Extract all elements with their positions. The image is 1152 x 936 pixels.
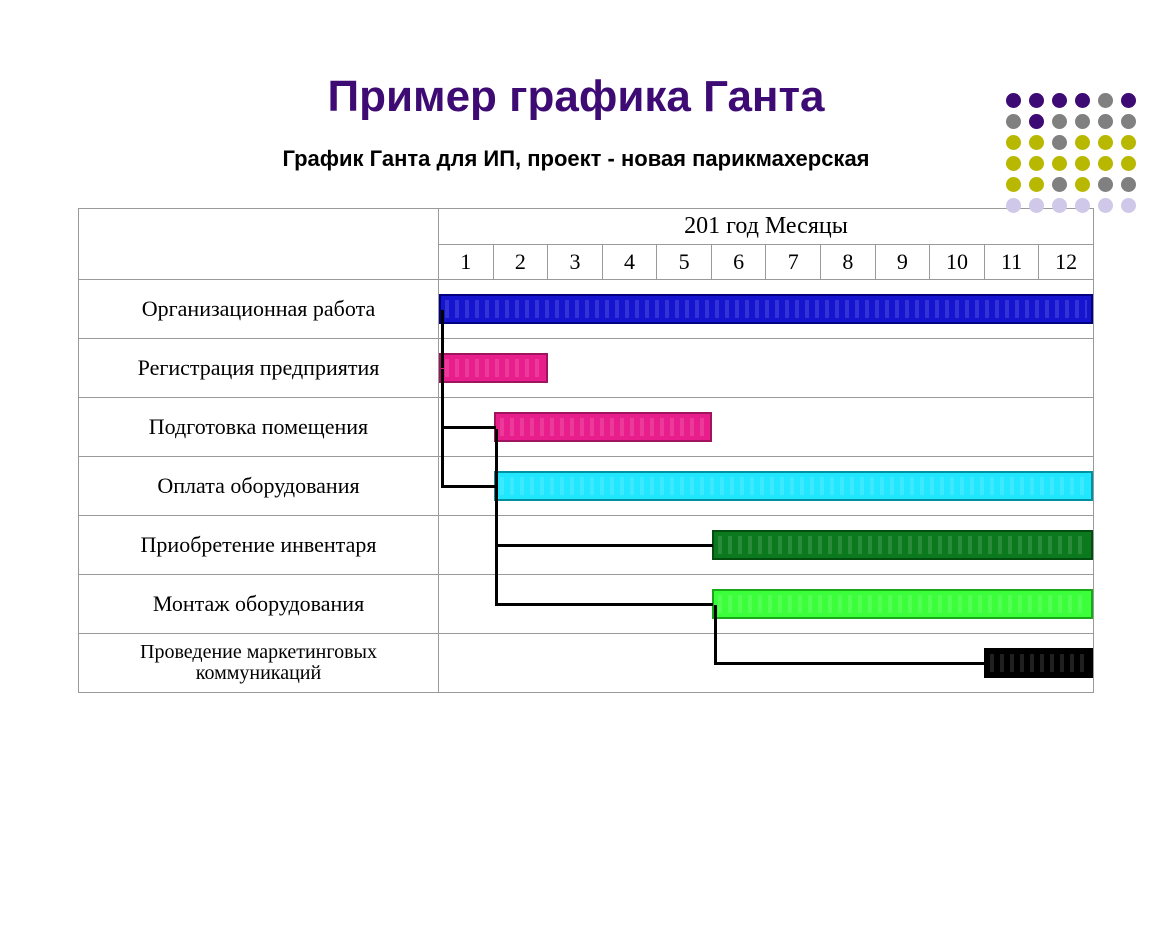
gantt-bar: [494, 412, 712, 442]
task-bar-cell: [439, 634, 1094, 693]
decor-dot: [1029, 114, 1044, 129]
gantt-bar: [712, 530, 1094, 560]
task-bar-cell: [439, 280, 1094, 339]
decor-dot: [1121, 177, 1136, 192]
connector-horizontal: [714, 662, 987, 665]
decor-dot: [1098, 177, 1113, 192]
month-header-2: 2: [493, 245, 548, 279]
months-header: 123456789101112: [439, 245, 1094, 280]
decor-dot: [1006, 156, 1021, 171]
gantt-corner-cell: [79, 209, 439, 280]
timeline-header: 201 год Месяцы: [439, 209, 1094, 245]
decor-dot: [1006, 135, 1021, 150]
task-bar-cell: [439, 398, 1094, 457]
decor-dot: [1121, 93, 1136, 108]
decor-dot: [1006, 114, 1021, 129]
month-header-9: 9: [875, 245, 930, 279]
slide-title: Пример графика Ганта: [0, 72, 1152, 122]
decor-dot: [1121, 114, 1136, 129]
gantt-chart: 201 год Месяцы 123456789101112 Организац…: [78, 208, 1094, 693]
connector-vertical: [495, 430, 498, 604]
decor-dot: [1029, 135, 1044, 150]
decor-dot: [1075, 135, 1090, 150]
decor-dot: [1098, 156, 1113, 171]
decor-dot: [1029, 93, 1044, 108]
connector-horizontal: [441, 426, 496, 429]
decor-dot: [1075, 93, 1090, 108]
decor-dot: [1098, 135, 1113, 150]
month-header-10: 10: [929, 245, 984, 279]
decor-dot: [1121, 198, 1136, 213]
task-label: Регистрация предприятия: [79, 339, 439, 398]
decor-dot: [1006, 198, 1021, 213]
decor-dot: [1121, 156, 1136, 171]
task-label: Оплата оборудования: [79, 457, 439, 516]
gantt-bar: [494, 471, 1094, 501]
connector-vertical: [714, 605, 717, 663]
month-header-8: 8: [820, 245, 875, 279]
decor-dot: [1052, 177, 1067, 192]
connector-horizontal: [495, 544, 713, 547]
connector-vertical: [441, 310, 444, 368]
decor-dot: [1052, 156, 1067, 171]
gantt-bar: [712, 589, 1094, 619]
gantt-bar: [984, 648, 1093, 678]
decor-dot: [1029, 177, 1044, 192]
month-header-12: 12: [1038, 245, 1093, 279]
connector-horizontal: [441, 485, 496, 488]
decor-dot: [1075, 177, 1090, 192]
decor-dot: [1029, 198, 1044, 213]
gantt-table: 201 год Месяцы 123456789101112 Организац…: [78, 208, 1094, 693]
task-bar-cell: [439, 339, 1094, 398]
task-label: Монтаж оборудования: [79, 575, 439, 634]
decor-dots: [1002, 90, 1140, 216]
task-bar-cell: [439, 575, 1094, 634]
gantt-bar: [439, 294, 1093, 324]
month-header-5: 5: [656, 245, 711, 279]
decor-dot: [1098, 93, 1113, 108]
decor-dot: [1052, 93, 1067, 108]
month-header-1: 1: [439, 245, 493, 279]
decor-dot: [1029, 156, 1044, 171]
gantt-bar: [439, 353, 548, 383]
decor-dot: [1075, 114, 1090, 129]
month-header-4: 4: [602, 245, 657, 279]
chart-subtitle: График Ганта для ИП, проект - новая пари…: [0, 146, 1152, 172]
task-label: Организационная работа: [79, 280, 439, 339]
decor-dot: [1052, 198, 1067, 213]
decor-dot: [1075, 156, 1090, 171]
decor-dot: [1052, 135, 1067, 150]
decor-dot: [1006, 93, 1021, 108]
task-label: Проведение маркетинговых коммуникаций: [79, 634, 439, 693]
decor-dot: [1075, 198, 1090, 213]
month-header-11: 11: [984, 245, 1039, 279]
task-bar-cell: [439, 516, 1094, 575]
task-label: Приобретение инвентаря: [79, 516, 439, 575]
task-label: Подготовка помещения: [79, 398, 439, 457]
month-header-7: 7: [765, 245, 820, 279]
task-bar-cell: [439, 457, 1094, 516]
month-header-3: 3: [547, 245, 602, 279]
month-header-6: 6: [711, 245, 766, 279]
decor-dot: [1121, 135, 1136, 150]
decor-dot: [1098, 198, 1113, 213]
connector-horizontal: [495, 603, 713, 606]
connector-vertical: [441, 370, 444, 486]
decor-dot: [1006, 177, 1021, 192]
decor-dot: [1098, 114, 1113, 129]
decor-dot: [1052, 114, 1067, 129]
